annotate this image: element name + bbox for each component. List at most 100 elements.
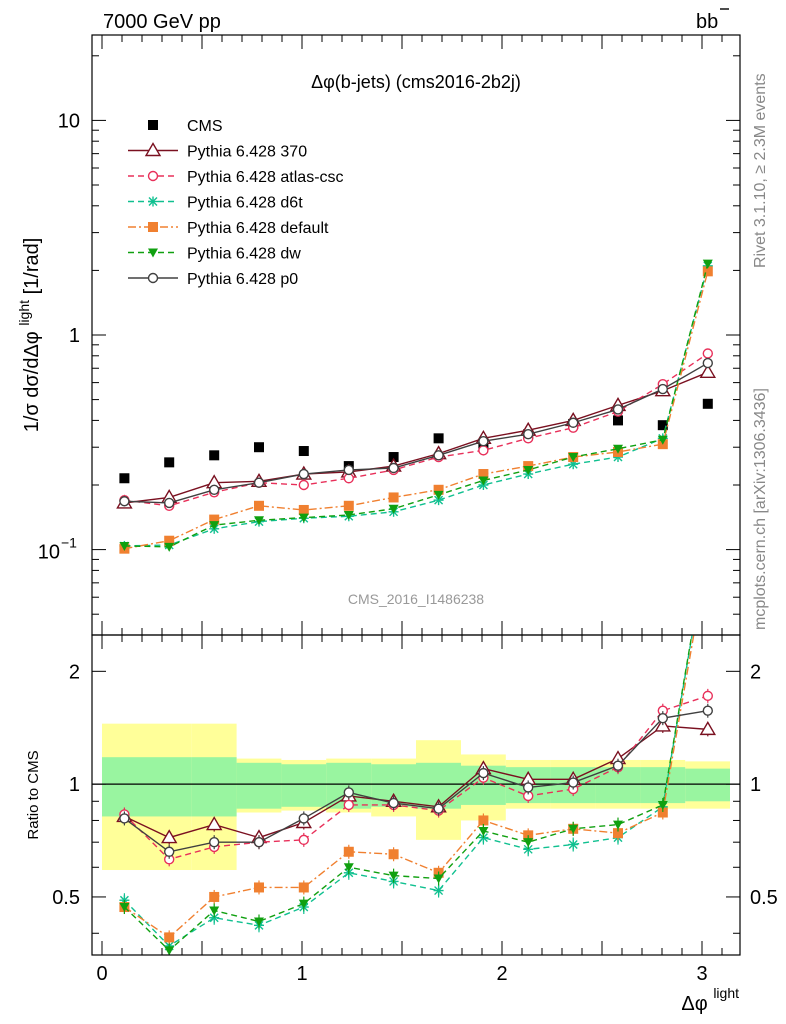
series-line [124, 362, 709, 504]
main-x-ticks [101, 35, 723, 635]
stat-band-segment [102, 757, 192, 817]
legend-entry: Pythia 6.428 d6t [128, 195, 303, 212]
x-tick-label: 3 [696, 963, 707, 985]
data-point [253, 477, 265, 488]
data-point [478, 476, 489, 486]
legend-label: Pythia 6.428 370 [187, 144, 307, 161]
data-point [657, 383, 668, 395]
data-point [254, 500, 264, 511]
ratio-point [657, 712, 668, 724]
ratio-panel: 0.5 0.5 1 1 2 2 0 1 2 3 Ratio to CMS Δφ light [25, 634, 778, 1015]
series-line [124, 263, 709, 548]
ratio-ylabel: Ratio to CMS [25, 750, 42, 839]
ratio-point [433, 874, 444, 884]
ratio-point [657, 807, 668, 818]
ratio-point [254, 882, 264, 893]
rivet-label: Rivet 3.1.10, ≥ 2.3M events [752, 73, 769, 268]
series-cms [119, 398, 713, 484]
legend-entry: CMS [148, 118, 223, 135]
data-point [163, 497, 175, 509]
data-point [478, 445, 489, 456]
data-point [478, 435, 489, 447]
legend-entry: Pythia 6.428 dw [128, 246, 301, 263]
ratio-point [568, 777, 579, 788]
ratio-plot-frame [91, 634, 741, 956]
ylabel-unit: [1/rad] [21, 238, 43, 295]
process-label-text: bb [696, 11, 718, 33]
data-point [298, 479, 309, 491]
y-tick-label-1: 1 [69, 325, 80, 347]
ratio-point [343, 846, 354, 857]
series-pythia-6-428-p0 [119, 357, 713, 509]
ratio-point [298, 813, 309, 824]
legend-label: Pythia 6.428 d6t [187, 195, 303, 212]
ratio-line [123, 710, 708, 853]
data-point [433, 450, 444, 461]
data-point [433, 433, 444, 444]
ratio-point [523, 782, 534, 793]
ratio-point [164, 946, 175, 955]
data-point [478, 469, 489, 480]
legend-label: Pythia 6.428 default [187, 220, 329, 237]
data-point [388, 462, 399, 474]
data-point [164, 535, 175, 546]
series-line [124, 271, 709, 550]
data-point [209, 521, 220, 531]
svg-text:1/σ dσ/dΔφ light: 1/σ dσ/dΔφ light [1/rad] [12, 238, 43, 433]
ratio-point [612, 760, 624, 771]
data-point [523, 465, 534, 475]
ratio-point [209, 891, 220, 902]
data-point [208, 484, 220, 495]
ratio-point [568, 839, 579, 850]
data-point [699, 363, 717, 379]
series-line [124, 371, 709, 504]
ratio-point [523, 838, 534, 848]
stat-band-segment [191, 757, 237, 817]
legend-entry: Pythia 6.428 atlas-csc [128, 169, 344, 186]
ratio-point [343, 863, 354, 873]
ratio-line [123, 635, 693, 952]
data-point [164, 457, 175, 468]
ratio-y-tick-label-right: 1 [750, 774, 761, 796]
ylabel-main: 1/σ dσ/dΔφ [21, 331, 43, 432]
ratio-point [163, 846, 175, 857]
data-point [254, 442, 264, 453]
legend: CMS Pythia 6.428 370 Pythia 6.428 atlas-cs… [128, 118, 344, 288]
process-label: bb [696, 8, 729, 33]
data-point [568, 453, 579, 463]
ratio-series-pythia-6-428-p0 [119, 703, 713, 859]
stat-band-segment [640, 767, 686, 804]
y-tick-label-10: 10 [58, 110, 80, 132]
main-series-layer [116, 259, 717, 554]
ratio-line [123, 635, 693, 947]
ratio-point [160, 829, 178, 844]
legend-marker [147, 272, 159, 284]
data-point [343, 464, 354, 476]
stat-band-segment [281, 764, 327, 807]
x-tick-label: 1 [296, 963, 307, 985]
ratio-point [119, 813, 130, 824]
ratio-point [702, 690, 713, 702]
data-point [254, 516, 264, 526]
series-pythia-6-428-370 [116, 363, 717, 509]
data-point [702, 357, 713, 369]
ratio-y-tick-label: 2 [69, 661, 80, 683]
legend-label: Pythia 6.428 p0 [187, 271, 298, 288]
legend-marker [148, 196, 158, 207]
data-point [119, 473, 130, 484]
legend-marker [148, 248, 158, 258]
y-tick-label-0.1: 10 [38, 542, 60, 564]
ratio-point [699, 720, 717, 736]
ratio-point [478, 826, 489, 836]
x-axis: 0 1 2 3 [96, 635, 723, 985]
data-point [613, 444, 623, 454]
ratio-series-layer [116, 635, 717, 955]
ratio-point [657, 800, 668, 810]
data-point [209, 450, 220, 461]
ratio-point [568, 824, 579, 834]
ratio-line [123, 695, 709, 861]
energy-label: 7000 GeV pp [103, 11, 221, 33]
data-point [343, 500, 354, 511]
